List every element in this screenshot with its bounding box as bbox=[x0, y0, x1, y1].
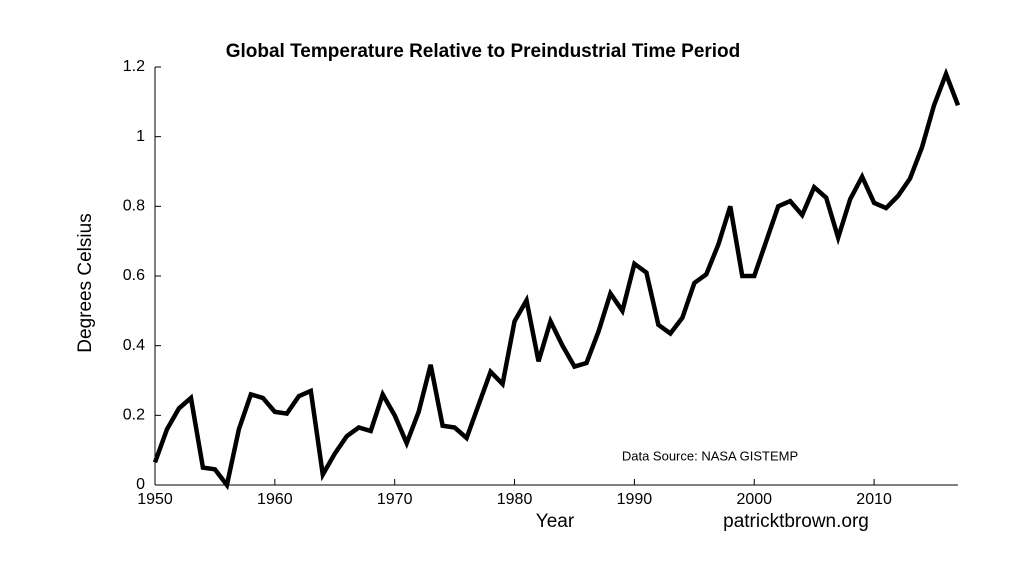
y-tick-label: 0.6 bbox=[123, 267, 145, 284]
x-tick-label: 2000 bbox=[736, 491, 772, 508]
x-tick-label: 1950 bbox=[137, 491, 173, 508]
x-tick-label: 1960 bbox=[257, 491, 293, 508]
x-tick-label: 1970 bbox=[377, 491, 413, 508]
y-tick-label: 1.2 bbox=[123, 58, 145, 75]
x-tick-label: 1990 bbox=[617, 491, 653, 508]
annotation: Data Source: NASA GISTEMP bbox=[622, 448, 798, 463]
y-tick-label: 0.8 bbox=[123, 198, 145, 215]
x-tick-label: 1980 bbox=[497, 491, 533, 508]
y-tick-label: 0.2 bbox=[123, 407, 145, 424]
y-axis-label: Degrees Celsius bbox=[75, 213, 96, 352]
annotation: patricktbrown.org bbox=[723, 511, 869, 532]
x-axis-label: Year bbox=[536, 511, 575, 532]
data-line bbox=[152, 67, 961, 491]
y-tick-label: 0 bbox=[136, 476, 145, 493]
y-tick-label: 0.4 bbox=[123, 337, 145, 354]
x-tick-label: 2010 bbox=[856, 491, 892, 508]
chart-title: Global Temperature Relative to Preindust… bbox=[226, 41, 741, 62]
y-tick-label: 1 bbox=[136, 128, 145, 145]
